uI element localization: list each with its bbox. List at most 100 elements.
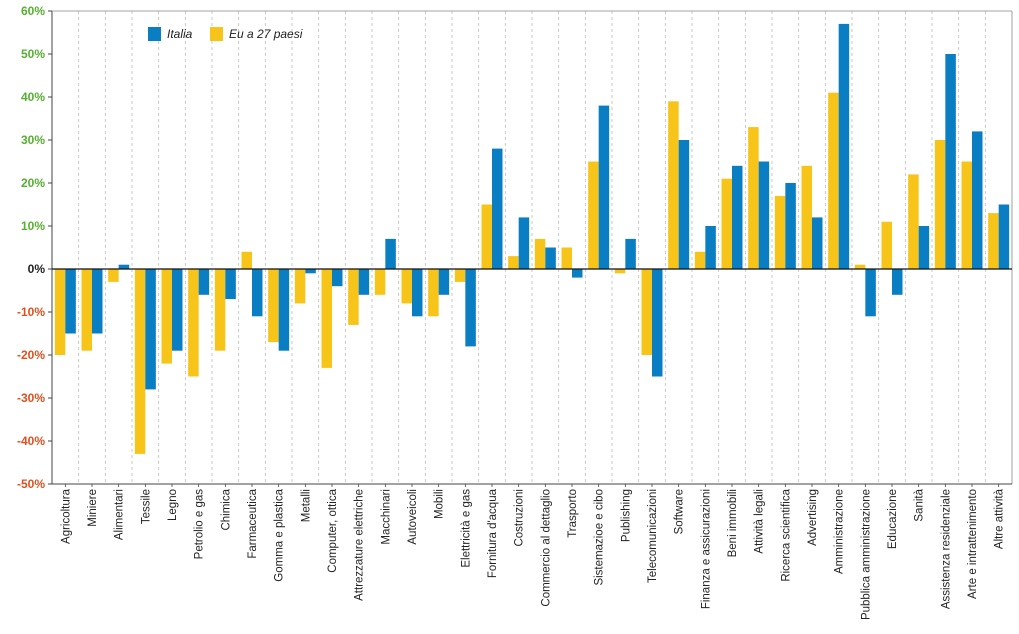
bar-eu27 [828,92,839,269]
x-tick-label: Beni immobili [727,489,739,557]
bar-eu27 [188,269,199,377]
bar-italia [678,140,690,269]
bar-eu27 [268,269,279,343]
bar-italia [598,105,610,269]
x-tick-label: Telecomunicazioni [647,489,659,583]
bar-italia [92,269,103,334]
bar-italia [758,161,770,269]
y-tick-label: 10% [21,219,45,233]
bar-italia [305,269,316,274]
bar-eu27 [641,269,652,355]
x-tick-label: Trasporto [567,489,579,538]
y-tick-label: 30% [21,133,45,147]
y-tick-label: 40% [21,90,45,104]
legend-label-eu27: Eu a 27 paesi [229,27,303,41]
x-tick-label: Attrezzature elettriche [354,489,366,601]
x-tick-label: Legno [167,489,179,521]
bar-eu27 [401,269,412,304]
x-tick-label: Ricerca scientifica [780,488,792,581]
y-axis-ticks: 60% 50% 40% 30% 20% 10% 0% -10% -20% -30% -40% -50% [17,4,52,491]
bar-eu27 [214,269,226,351]
legend: Italia Eu a 27 paesi [148,27,303,41]
x-axis-labels: Agricoltura Miniere Alimentari Tessile Legno… [60,484,1006,620]
x-tick-label: Finanza e assicurazioni [700,489,712,609]
x-tick-label: Metalli [300,489,312,522]
x-tick-label: Alimentari [114,489,126,540]
bar-eu27 [508,256,519,269]
bar-italia [572,269,583,278]
bar-eu27 [774,195,786,269]
bar-italia [892,269,903,295]
bar-italia [652,269,663,377]
bar-eu27 [81,269,92,351]
bar-eu27 [614,269,626,274]
x-tick-label: Fornitura d'acqua [487,488,499,578]
bar-italia [705,226,716,269]
bar-italia [65,269,76,334]
bar-italia [118,264,130,269]
bar-italia [278,269,290,351]
bar-eu27 [748,127,759,269]
y-tick-label: -20% [17,348,45,362]
bar-eu27 [54,269,66,355]
bar-italia [625,238,636,269]
bar-italia [225,269,236,300]
bar-eu27 [321,269,332,368]
bar-italia [732,165,743,269]
bar-italia [385,238,396,269]
bar-italia [972,131,983,269]
bar-eu27 [454,269,466,282]
bar-eu27 [241,251,252,269]
bar-eu27 [294,269,306,304]
x-tick-label: Altre attività [994,488,1006,549]
x-tick-label: Autoveicoli [407,489,419,545]
x-tick-label: Educazione [887,489,899,549]
x-tick-label: Publishing [620,489,632,542]
bar-eu27 [428,269,439,317]
bar-italia [465,269,476,347]
x-tick-label: Agricoltura [60,488,72,544]
bar-eu27 [348,269,359,325]
bar-eu27 [108,269,119,282]
bar-eu27 [374,269,386,295]
x-tick-label: Costruzioni [514,489,526,547]
x-tick-label: Macchinari [380,489,392,545]
bar-italia [198,269,210,295]
bar-eu27 [668,101,679,269]
bar-eu27 [534,238,546,269]
x-tick-label: Assistenza residenziale [940,489,952,609]
y-tick-label: 60% [21,4,45,18]
x-tick-label: Advertising [807,489,819,546]
x-tick-label: Petrolio e gas [194,489,206,560]
x-tick-label: Farmaceutica [247,488,259,558]
legend-swatch-italia [148,27,161,41]
bar-eu27 [561,247,572,269]
axes [51,10,1013,485]
x-tick-label: Miniere [87,489,99,527]
bar-eu27 [934,140,946,269]
bar-eu27 [801,165,812,269]
x-tick-label: Gomma e plastica [274,488,286,581]
y-tick-label: 0% [28,262,46,276]
x-tick-label: Computer, ottica [327,488,339,572]
bar-italia [332,269,343,287]
bar-italia [358,269,370,295]
x-tick-label: Elettricità e gas [460,489,472,568]
x-tick-label: Software [674,489,686,534]
y-tick-label: -30% [17,391,45,405]
bar-italia [412,269,423,317]
bar-italia [518,217,530,269]
y-tick-label: 50% [21,47,45,61]
legend-label-italia: Italia [167,27,193,41]
bar-eu27 [134,269,146,454]
x-tick-label: Attività legali [754,489,766,554]
bar-eu27 [961,161,972,269]
x-tick-label: Mobili [434,489,446,519]
bar-eu27 [588,161,599,269]
bar-italia [918,226,930,269]
bar-eu27 [161,269,172,364]
x-tick-label: Pubblica amministrazione [860,489,872,620]
x-tick-label: Amministrazione [834,489,846,574]
x-tick-label: Tessile [140,489,152,524]
